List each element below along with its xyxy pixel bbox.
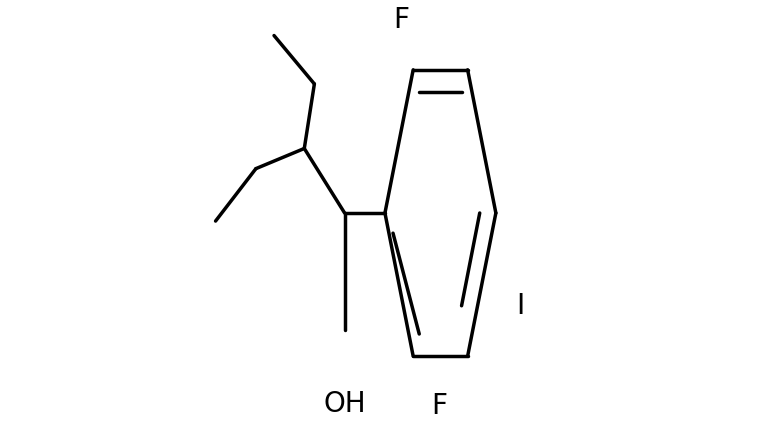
Text: F: F	[432, 392, 447, 420]
Text: I: I	[516, 292, 524, 320]
Text: F: F	[393, 6, 409, 34]
Text: OH: OH	[323, 391, 366, 418]
